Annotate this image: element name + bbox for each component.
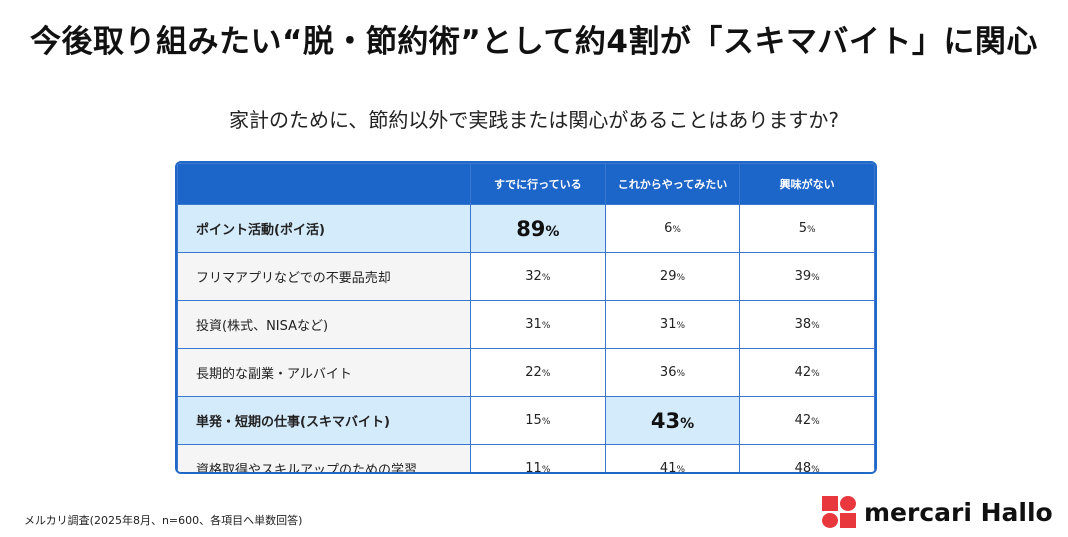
row-label: ポイント活動(ポイ活) — [177, 204, 471, 253]
header-not-interested: 興味がない — [739, 163, 875, 205]
value-number: 89 — [516, 216, 546, 241]
table-row: 長期的な副業・アルバイト 22% 36% 42% — [177, 348, 875, 397]
headline: 今後取り組みたい“脱・節約術”として約4割が「スキマバイト」に関心 — [30, 24, 1038, 60]
value-cell: 48% — [739, 444, 875, 474]
survey-question: 家計のために、節約以外で実践または関心があることはありますか? — [228, 108, 839, 132]
percent-unit: % — [811, 465, 820, 474]
value-cell: 43% — [604, 396, 741, 445]
value-number: 6 — [664, 221, 673, 236]
mercari-hallo-logo: mercari Hallo — [822, 496, 1053, 528]
value-cell: 39% — [739, 252, 875, 301]
value-number: 11 — [525, 461, 542, 474]
row-label: フリマアプリなどでの不要品売却 — [177, 252, 471, 301]
percent-unit: % — [811, 369, 820, 379]
logo-mark-icon — [822, 496, 856, 528]
value-number: 42 — [794, 413, 812, 428]
value-number: 32 — [525, 269, 542, 284]
results-table: すでに行っている これからやってみたい 興味がない ポイント活動(ポイ活) 89%… — [175, 161, 877, 474]
value-number: 48 — [794, 461, 812, 474]
row-label: 長期的な副業・アルバイト — [177, 348, 471, 397]
value-cell: 42% — [739, 396, 875, 445]
value-number: 5 — [798, 221, 808, 236]
table-row: 資格取得やスキルアップのための学習 11% 41% 48% — [177, 444, 875, 474]
percent-unit: % — [541, 465, 551, 474]
value-number: 31 — [525, 317, 542, 332]
value-cell: 29% — [604, 252, 741, 301]
value-number: 38 — [794, 317, 812, 332]
value-cell: 41% — [604, 444, 741, 474]
percent-unit: % — [811, 273, 820, 283]
row-label: 単発・短期の仕事(スキマバイト) — [177, 396, 471, 445]
value-number: 29 — [659, 269, 677, 284]
percent-unit: % — [541, 417, 551, 427]
value-number: 36 — [659, 365, 677, 380]
value-cell: 31% — [470, 300, 606, 349]
value-cell: 5% — [739, 204, 875, 253]
value-number: 31 — [659, 317, 677, 332]
row-label: 資格取得やスキルアップのための学習 — [177, 444, 471, 472]
percent-unit: % — [676, 369, 686, 379]
percent-unit: % — [811, 417, 820, 427]
header-already-doing: すでに行っている — [470, 163, 606, 205]
percent-unit: % — [811, 321, 820, 331]
percent-unit: % — [541, 273, 551, 283]
value-cell: 36% — [604, 348, 741, 397]
value-number: 43 — [650, 408, 681, 433]
table-row: 単発・短期の仕事(スキマバイト) 15% 43% 42% — [177, 396, 875, 445]
value-number: 41 — [659, 461, 677, 474]
percent-unit: % — [545, 223, 560, 240]
value-cell: 32% — [470, 252, 606, 301]
value-cell: 6% — [604, 204, 741, 253]
percent-unit: % — [676, 465, 686, 474]
value-number: 39 — [794, 269, 812, 284]
value-number: 22 — [525, 365, 542, 380]
value-cell: 38% — [739, 300, 875, 349]
value-cell: 22% — [470, 348, 606, 397]
logo-text: mercari Hallo — [864, 497, 1053, 527]
value-cell: 42% — [739, 348, 875, 397]
percent-unit: % — [676, 321, 686, 331]
value-cell: 31% — [604, 300, 741, 349]
value-cell: 11% — [470, 444, 606, 474]
value-number: 15 — [525, 413, 542, 428]
row-label: 投資(株式、NISAなど) — [177, 300, 471, 349]
footnote: メルカリ調査(2025年8月、n=600、各項目へ単数回答) — [24, 514, 303, 527]
value-cell: 89% — [470, 204, 606, 253]
value-cell: 15% — [470, 396, 606, 445]
table-row: フリマアプリなどでの不要品売却 32% 29% 39% — [177, 252, 875, 301]
table-row: 投資(株式、NISAなど) 31% 31% 38% — [177, 300, 875, 349]
percent-unit: % — [680, 415, 695, 432]
header-want-to-try: これからやってみたい — [604, 163, 741, 205]
table-header-row: すでに行っている これからやってみたい 興味がない — [177, 163, 875, 205]
table-row: ポイント活動(ポイ活) 89% 6% 5% — [177, 204, 875, 253]
value-number: 42 — [794, 365, 812, 380]
percent-unit: % — [541, 369, 551, 379]
percent-unit: % — [807, 225, 816, 235]
percent-unit: % — [676, 273, 686, 283]
header-blank — [177, 163, 471, 205]
percent-unit: % — [672, 225, 681, 235]
percent-unit: % — [541, 321, 551, 331]
